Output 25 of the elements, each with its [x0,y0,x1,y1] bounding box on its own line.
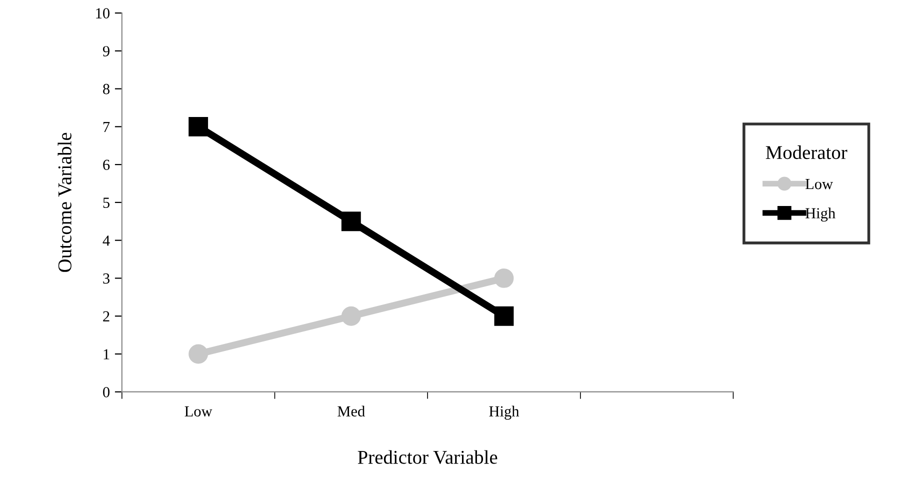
x-axis-title: Predictor Variable [358,450,498,464]
point [494,268,514,288]
x-tick-label: Low [184,406,212,417]
point [341,306,361,326]
y-tick-label: 8 [103,84,110,94]
point [188,344,208,364]
legend-label: Low [805,179,833,190]
y-tick-label: 10 [96,8,110,18]
legend-label: High [805,208,836,222]
point [188,116,208,136]
y-axis-title: Outcome Variable [58,132,72,272]
y-tick-label: 3 [103,273,110,284]
y-tick-label: 5 [103,198,110,208]
point [494,306,514,326]
x-tick-label: Med [338,406,365,417]
y-tick-label: 7 [103,122,110,132]
x-tick-label: High [489,406,520,420]
y-tick-label: 2 [103,311,110,322]
point [341,212,361,232]
legend-title: Moderator [766,145,848,160]
y-tick-label: 6 [103,160,110,170]
y-tick-label: 4 [102,236,110,246]
y-tick-label: 1 [104,349,110,360]
y-tick-label: 9 [102,46,110,56]
y-tick-label: 0 [103,387,110,398]
